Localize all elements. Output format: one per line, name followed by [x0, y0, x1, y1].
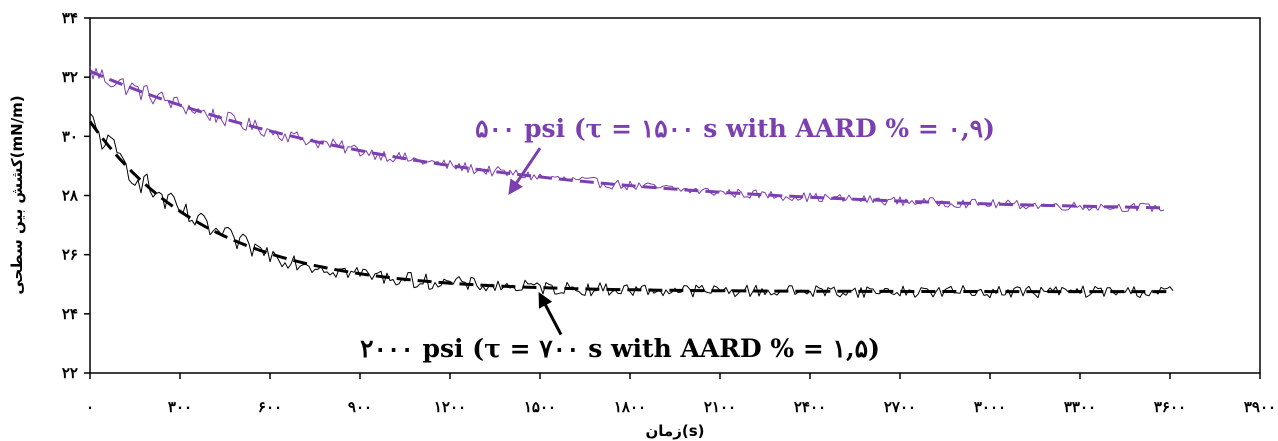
- x-tick-label: ۱۲۰۰: [434, 398, 466, 416]
- annotation-2000psi-arrow: [538, 291, 563, 336]
- x-tick-label: ۲۷۰۰: [884, 398, 916, 416]
- series-layer: [88, 66, 1174, 299]
- annotation-layer: ۵۰۰ psi (τ = ۱۵۰۰ s with AARD % = ۰,۹) ۲۰…: [360, 114, 995, 363]
- x-tick-label: ۳۳۰۰: [1064, 398, 1096, 416]
- x-tick-label: ۳۹۰۰: [1244, 398, 1276, 416]
- series-line-psi2000_model: [88, 120, 1170, 294]
- x-tick-label: ۳۶۰۰: [1154, 398, 1186, 416]
- y-tick-label: ۲۸: [62, 187, 79, 205]
- y-axis-ticks: ۲۲ ۲۴ ۲۶ ۲۸ ۳۰ ۳۲ ۳۴: [62, 9, 90, 382]
- annotation-2000psi-label: ۲۰۰۰ psi (τ = ۷۰۰ s with AARD % = ۱,۵): [360, 334, 880, 363]
- x-tick-label: ۳۰۰: [168, 398, 192, 416]
- y-tick-label: ۳۲: [62, 68, 78, 86]
- y-tick-label: ۲۲: [62, 364, 78, 382]
- annotation-500psi-arrow: [508, 147, 542, 196]
- series-line-psi500_model: [89, 69, 1165, 210]
- y-tick-label: ۳۰: [62, 127, 78, 145]
- x-axis-title: زمان(s): [646, 422, 705, 440]
- x-tick-label: ۲۴۰۰: [794, 398, 826, 416]
- x-tick-label: ۹۰۰: [348, 398, 372, 416]
- x-tick-label: ۰: [86, 398, 94, 416]
- y-tick-label: ۳۴: [62, 9, 78, 27]
- x-tick-label: ۱۵۰۰: [524, 398, 556, 416]
- x-tick-label: ۱۸۰۰: [614, 398, 646, 416]
- x-tick-label: ۶۰۰: [258, 398, 282, 416]
- plot-area: [89, 17, 1261, 374]
- y-axis-title: کشش بین سطحی(mN/m): [8, 95, 26, 294]
- y-tick-label: ۲۴: [62, 305, 78, 323]
- y-tick-label: ۲۶: [62, 246, 78, 264]
- x-tick-label: ۳۰۰۰: [974, 398, 1006, 416]
- x-tick-label: ۲۱۰۰: [704, 398, 736, 416]
- annotation-500psi-label: ۵۰۰ psi (τ = ۱۵۰۰ s with AARD % = ۰,۹): [475, 114, 995, 143]
- x-axis-ticks: ۰ ۳۰۰ ۶۰۰ ۹۰۰ ۱۲۰۰ ۱۵۰۰ ۱۸۰۰ ۲۱۰۰ ۲۴۰۰ ۲۷۰۰ ۳۰۰۰ ۳۳…: [86, 373, 1276, 416]
